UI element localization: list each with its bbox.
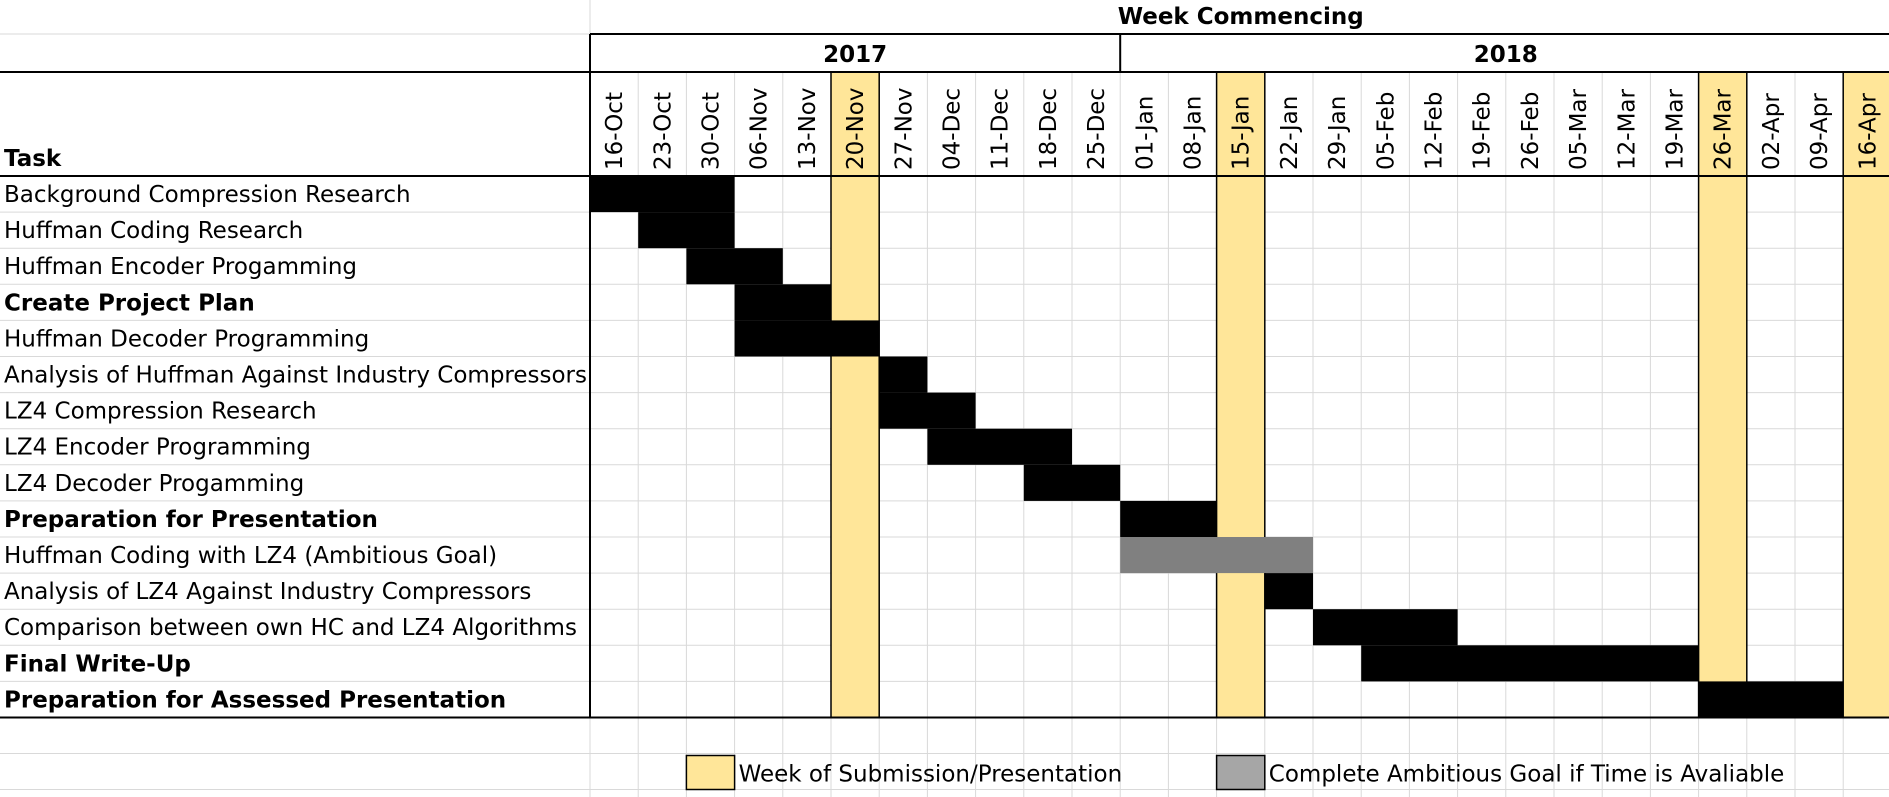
task-label: LZ4 Decoder Progamming [4,471,304,497]
task-bar-10 [1120,500,1217,537]
task-label: Huffman Encoder Progamming [4,254,357,280]
year-label-2018: 2018 [1474,42,1538,68]
week-label: 11-Dec [988,88,1014,170]
week-label: 30-Oct [699,92,725,170]
task-label: Comparison between own HC and LZ4 Algori… [4,615,577,641]
task-label: Final Write-Up [4,651,191,677]
highlight-column-20-Nov [830,71,880,719]
highlight-column-26-Mar [1697,71,1748,719]
task-label: LZ4 Compression Research [4,399,317,425]
task-bar-14 [1361,645,1699,682]
week-label: 27-Nov [891,88,917,170]
task-label: Analysis of LZ4 Against Industry Compres… [4,579,531,605]
week-label: 05-Feb [1373,92,1399,170]
legend-label-2: Complete Ambitious Goal if Time is Avali… [1269,762,1785,788]
header-week-commencing: Week Commencing [1118,4,1364,30]
task-label: Huffman Coding Research [4,218,303,244]
task-header: Task [4,146,62,172]
week-label: 29-Jan [1325,96,1351,170]
task-bar-8 [927,428,1072,465]
task-label: LZ4 Encoder Programming [4,435,311,461]
week-label: 19-Feb [1470,92,1496,170]
week-label: 12-Feb [1422,92,1448,170]
task-bar-13 [1313,609,1458,646]
week-label: 16-Apr [1855,93,1881,170]
week-label: 26-Feb [1518,92,1544,170]
week-label: 26-Mar [1711,88,1737,170]
legend-label-1: Week of Submission/Presentation [739,762,1123,788]
week-label: 12-Mar [1614,88,1640,170]
task-label: Create Project Plan [4,290,255,316]
task-bar-12 [1264,573,1313,610]
task-label: Huffman Coding with LZ4 (Ambitious Goal) [4,543,497,569]
task-bar-11 [1120,537,1313,574]
week-label: 13-Nov [795,88,821,170]
legend-swatch-2 [1215,754,1266,791]
task-label: Preparation for Assessed Presentation [4,687,506,713]
week-label: 18-Dec [1036,88,1062,170]
week-label: 05-Mar [1566,88,1592,170]
week-label: 02-Apr [1759,93,1785,170]
week-label: 01-Jan [1132,96,1158,170]
week-label: 04-Dec [940,88,966,170]
task-label: Analysis of Huffman Against Industry Com… [4,363,587,389]
week-label: 15-Jan [1229,96,1255,170]
week-label: 06-Nov [747,88,773,170]
task-bar-3 [686,248,783,285]
task-bar-6 [879,356,928,393]
task-label: Huffman Decoder Programming [4,326,369,352]
task-bar-2 [638,212,735,249]
week-label: 19-Mar [1663,88,1689,170]
week-label: 25-Dec [1084,88,1110,170]
year-label-2017: 2017 [823,42,887,68]
task-bar-4 [734,284,831,321]
week-label: 09-Apr [1807,93,1833,170]
week-label: 20-Nov [843,88,869,170]
week-label: 16-Oct [602,92,628,170]
task-label: Background Compression Research [4,182,411,208]
task-bar-7 [879,392,976,429]
week-label: 08-Jan [1181,96,1207,170]
task-label: Preparation for Presentation [4,507,378,533]
task-bar-9 [1023,464,1121,501]
task-bar-1 [590,176,735,213]
legend-swatch-1 [685,754,736,791]
week-label: 23-Oct [650,92,676,170]
task-bar-5 [734,320,880,357]
week-label: 22-Jan [1277,96,1303,170]
task-bar-15 [1698,681,1844,718]
